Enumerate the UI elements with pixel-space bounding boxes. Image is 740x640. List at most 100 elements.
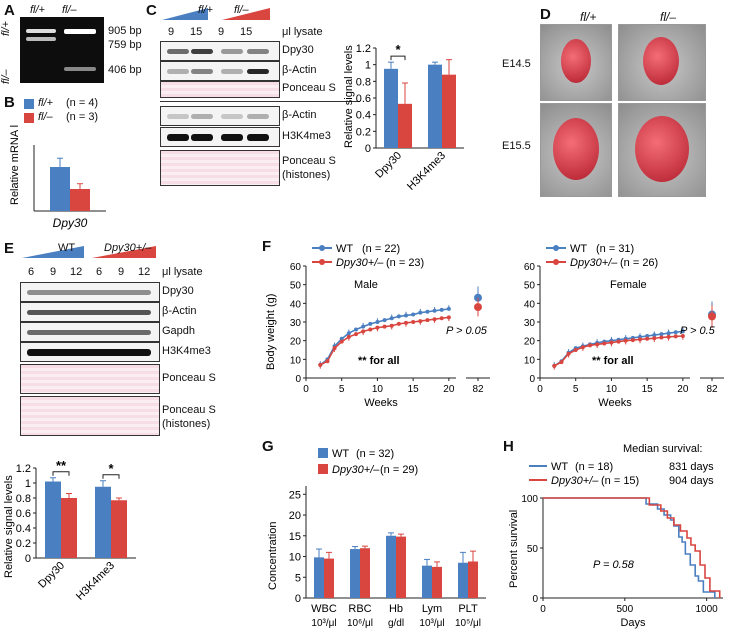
c-lysate-label: μl lysate bbox=[282, 26, 323, 38]
bar bbox=[428, 64, 442, 148]
y-tick-label: 1 bbox=[365, 60, 371, 72]
y-tick-label: 0.2 bbox=[356, 126, 371, 138]
e-lane-6: 12 bbox=[138, 266, 151, 278]
survival-curve bbox=[543, 497, 721, 598]
d-col-fl-minus: fl/– bbox=[660, 10, 677, 24]
y-tick-label: 0 bbox=[532, 594, 538, 605]
subplot-title: Male bbox=[354, 279, 378, 291]
e-lane-5: 9 bbox=[118, 266, 125, 278]
e-lysate-label: μl lysate bbox=[162, 266, 203, 278]
x-tick-label: 82 bbox=[706, 384, 718, 395]
legend-header: Median survival: bbox=[623, 443, 702, 455]
panel-letter-a: A bbox=[4, 2, 15, 19]
data-point bbox=[616, 339, 621, 344]
legend-label: WT bbox=[336, 243, 353, 255]
data-point bbox=[659, 332, 664, 337]
e-blot-actin bbox=[20, 302, 160, 322]
data-point bbox=[559, 360, 564, 365]
panel-letter-f: F bbox=[262, 238, 272, 255]
panel-letter-b: B bbox=[4, 94, 15, 111]
e-blot-dpy30 bbox=[20, 282, 160, 302]
e-group-dpy30: Dpy30+/– bbox=[104, 242, 152, 254]
c-blot-actin-2 bbox=[160, 106, 280, 126]
d-col-fl-plus: fl/+ bbox=[580, 10, 597, 24]
data-point bbox=[580, 345, 585, 350]
legend-n: (n = 26) bbox=[620, 257, 658, 269]
data-point bbox=[382, 318, 387, 323]
x-tick-label: 0 bbox=[303, 384, 309, 395]
y-axis-label: Relative mRNA levels bbox=[9, 125, 21, 205]
panel-letter-c: C bbox=[146, 2, 157, 19]
data-point bbox=[673, 330, 678, 335]
e-row-h3k4me3: H3K4me3 bbox=[162, 345, 211, 357]
data-point bbox=[680, 329, 685, 334]
chart-b: Relative mRNA levels Dpy30 bbox=[9, 125, 106, 230]
y-tick-label: 0.2 bbox=[16, 538, 31, 550]
legend-n: (n = 32) bbox=[356, 448, 394, 460]
band-size-905: 905 bp bbox=[108, 25, 142, 37]
x-tick-label: 20 bbox=[677, 384, 689, 395]
bar bbox=[50, 167, 70, 211]
chart-g: WT (n = 32) Dpy30+/– (n = 29) 0 5 10 15 20 25 WBC R… bbox=[267, 448, 486, 629]
survival-curve bbox=[543, 497, 716, 598]
data-point bbox=[396, 314, 401, 319]
bar bbox=[61, 498, 77, 558]
data-point bbox=[623, 338, 628, 343]
data-point bbox=[652, 336, 657, 341]
x-tick-label: 500 bbox=[616, 604, 633, 615]
x-tick-label: 15 bbox=[408, 384, 420, 395]
data-point bbox=[354, 327, 358, 332]
x-tick-label: 1000 bbox=[696, 604, 719, 615]
data-point bbox=[382, 324, 387, 329]
subplot-title: Female bbox=[610, 279, 647, 291]
y-tick-label: 60 bbox=[524, 262, 536, 273]
y-tick-label: 0 bbox=[295, 593, 301, 605]
e-row-histones: (histones) bbox=[162, 418, 211, 430]
y-tick-label: 50 bbox=[527, 544, 539, 555]
sig-bracket bbox=[102, 474, 120, 479]
bar bbox=[386, 535, 396, 598]
data-point bbox=[325, 359, 330, 364]
e-row-ponceau-1: Ponceau S bbox=[162, 372, 216, 384]
sig-stars: * bbox=[108, 461, 114, 476]
y-tick-label: 30 bbox=[524, 318, 536, 329]
data-point bbox=[411, 320, 416, 324]
x-axis-label: Days bbox=[620, 617, 646, 629]
data-point bbox=[418, 310, 423, 315]
bar bbox=[422, 565, 432, 598]
e-blot-h3k4me3 bbox=[20, 342, 160, 362]
data-point bbox=[439, 307, 444, 312]
legend-swatch-fl-minus bbox=[24, 113, 34, 123]
y-axis-label: Relative signal levels bbox=[343, 45, 355, 148]
bar bbox=[350, 549, 360, 598]
e-blot-ponceau bbox=[20, 364, 160, 394]
data-point bbox=[588, 343, 592, 348]
chart-e: 0 0.2 0.4 0.6 0.8 1 1.2 Dpy30 ** H3K4me3 * Relative… bbox=[3, 458, 136, 603]
c-row-dpy30: Dpy30 bbox=[282, 44, 314, 56]
sig-bracket bbox=[52, 471, 70, 476]
median-survival: 831 days bbox=[669, 461, 714, 473]
x-tick-label: 10 bbox=[372, 384, 384, 395]
panel-letter-e: E bbox=[4, 240, 15, 257]
bar bbox=[468, 561, 478, 598]
p-value: P > 0.5 bbox=[680, 325, 716, 337]
y-tick-label: 20 bbox=[290, 337, 302, 348]
data-point bbox=[404, 320, 408, 325]
c-row-histones: (histones) bbox=[282, 169, 331, 181]
sig-stars: ** bbox=[56, 458, 67, 473]
c-lane-2: 15 bbox=[190, 26, 203, 38]
y-tick-label: 20 bbox=[524, 337, 536, 348]
c-blot-h3k4me3 bbox=[160, 127, 280, 147]
y-axis-label: Relative signal levels bbox=[3, 475, 15, 578]
data-point bbox=[389, 323, 394, 328]
bar bbox=[324, 558, 334, 598]
y-tick-label: 100 bbox=[521, 494, 538, 505]
gel-col-fl-plus: fl/+ bbox=[30, 4, 45, 16]
data-point bbox=[346, 331, 351, 336]
unit-label: 10⁶/μl bbox=[347, 618, 373, 629]
legend-label: Dpy30+/– bbox=[332, 464, 380, 476]
point-week-82 bbox=[474, 303, 482, 312]
data-point bbox=[659, 335, 664, 340]
data-point bbox=[573, 348, 578, 352]
c-row-actin-2: β-Actin bbox=[282, 109, 317, 121]
